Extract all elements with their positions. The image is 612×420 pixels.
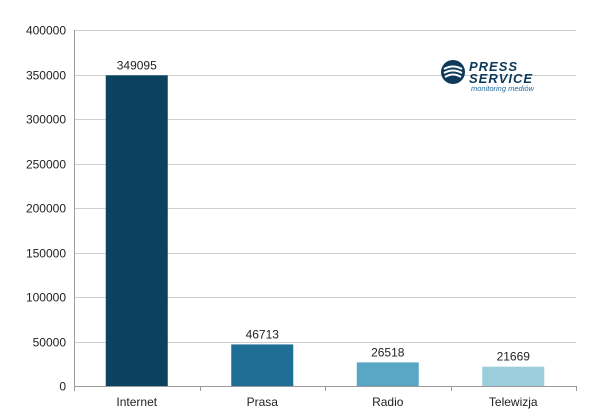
category-label: Radio <box>372 395 404 409</box>
logo-line2: SERVICE <box>469 71 533 86</box>
logo-tagline: monitoring mediów <box>471 84 535 93</box>
y-tick-label: 350000 <box>26 69 66 83</box>
bar-telewizja <box>482 366 545 386</box>
axes <box>74 30 577 391</box>
category-labels: Internet Prasa Radio Telewizja <box>116 395 538 409</box>
data-label: 26518 <box>371 345 405 359</box>
press-service-logo: PRESS SERVICE monitoring mediów <box>441 59 535 93</box>
y-tick-label: 300000 <box>26 113 66 127</box>
category-label: Internet <box>116 395 157 409</box>
data-label: 46713 <box>246 327 280 341</box>
logo-line1: PRESS <box>469 59 518 74</box>
y-axis-tick-labels: 0 50000 100000 150000 200000 250000 300000 3500… <box>26 24 66 394</box>
bar-internet <box>105 75 168 386</box>
y-tick-label: 50000 <box>33 336 67 350</box>
y-tick-label: 200000 <box>26 202 66 216</box>
category-label: Prasa <box>247 395 279 409</box>
data-label: 349095 <box>117 58 157 72</box>
y-tick-label: 100000 <box>26 291 66 305</box>
y-tick-label: 0 <box>59 380 66 394</box>
y-tick-label: 150000 <box>26 247 66 261</box>
y-tick-label: 400000 <box>26 24 66 38</box>
bar-radio <box>356 362 419 386</box>
bar-prasa <box>231 344 294 386</box>
logo-emblem-icon <box>441 60 465 84</box>
data-label: 21669 <box>497 350 531 364</box>
y-tick-label: 250000 <box>26 158 66 172</box>
data-labels: 349095 46713 26518 21669 <box>117 58 531 363</box>
bars <box>105 75 545 386</box>
category-label: Telewizja <box>489 395 538 409</box>
